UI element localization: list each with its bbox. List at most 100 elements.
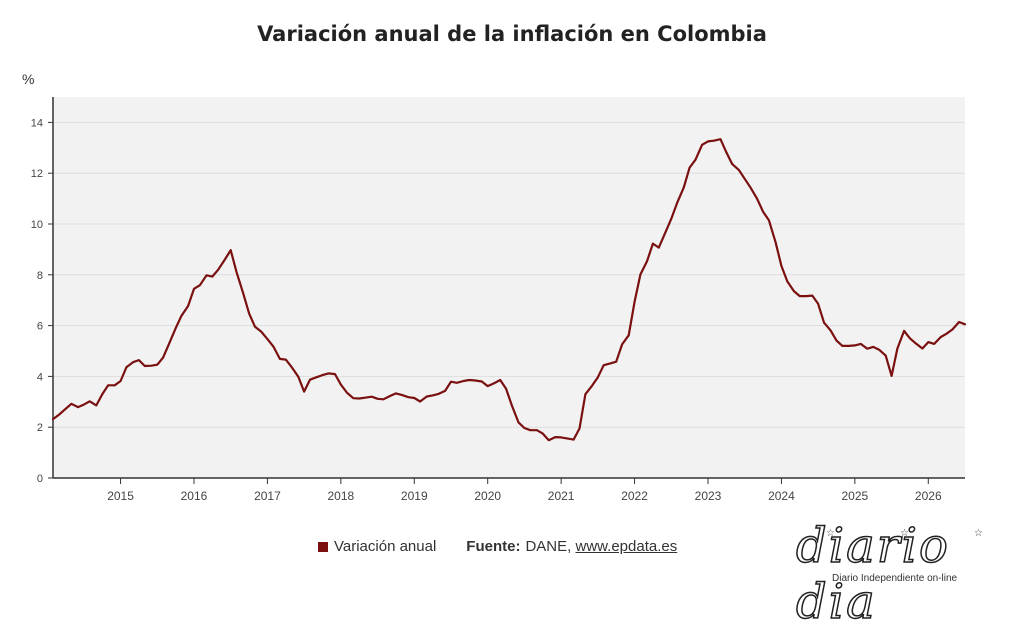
data-point (169, 341, 171, 343)
diario-dia-logo: ☆ ☆ ☆ diario dia Diario Independiente on… (795, 517, 1024, 630)
data-point (554, 436, 557, 438)
data-point (285, 358, 287, 361)
x-tick-label: 2024 (768, 489, 795, 503)
data-point (499, 379, 502, 381)
data-point (602, 364, 605, 367)
data-point (364, 396, 366, 399)
data-point (211, 275, 214, 278)
data-point (633, 300, 636, 303)
data-point (958, 321, 960, 323)
data-point (701, 144, 703, 146)
data-point (731, 163, 733, 165)
data-point (437, 393, 440, 395)
data-point (83, 403, 85, 406)
x-tick-label: 2019 (401, 489, 428, 503)
data-point (817, 303, 819, 305)
data-point (940, 336, 942, 338)
data-point (279, 358, 281, 360)
data-point (462, 380, 465, 382)
data-point (125, 366, 128, 369)
x-tick-label: 2016 (181, 489, 208, 503)
data-point (254, 325, 256, 328)
data-point (407, 396, 410, 399)
source-link[interactable]: www.epdata.es (575, 538, 678, 555)
data-point (95, 404, 98, 407)
data-point (242, 292, 244, 295)
plot-area (53, 97, 965, 478)
data-point (866, 347, 869, 350)
data-point (597, 376, 599, 379)
data-point (738, 169, 740, 171)
star-icon: ☆ (900, 528, 909, 539)
y-tick-label: 6 (37, 321, 43, 333)
data-point (529, 429, 532, 432)
series-line-variacion-anual (51, 138, 967, 442)
data-point (609, 362, 612, 365)
data-point (260, 331, 263, 333)
data-point (401, 394, 403, 396)
data-point (156, 363, 159, 366)
data-point (321, 374, 324, 376)
data-point (694, 158, 697, 161)
data-point (621, 343, 623, 346)
data-point (52, 418, 54, 420)
data-point (835, 339, 838, 342)
x-tick-label: 2022 (621, 489, 648, 503)
data-point (878, 348, 880, 351)
data-point (340, 383, 342, 386)
data-point (413, 397, 416, 399)
data-point (829, 329, 832, 332)
data-point (884, 354, 887, 357)
legend-series-label: Variación anual (334, 538, 437, 555)
data-point (903, 330, 905, 332)
data-point (848, 345, 850, 347)
data-point (646, 260, 648, 263)
data-point (909, 337, 911, 340)
data-point (683, 186, 685, 189)
data-point (345, 391, 348, 394)
data-point (749, 186, 752, 189)
data-point (841, 345, 844, 347)
data-point (572, 438, 575, 441)
data-point (639, 273, 642, 276)
data-point (584, 393, 587, 396)
data-point (266, 338, 269, 340)
data-point (951, 328, 954, 331)
data-point (334, 373, 336, 375)
data-point (431, 394, 434, 397)
data-point (945, 332, 948, 335)
data-point (113, 384, 116, 387)
x-tick-label: 2026 (915, 489, 942, 503)
y-tick-label: 4 (37, 371, 43, 383)
data-point (187, 305, 189, 307)
data-point (964, 323, 966, 326)
y-tick-label: 8 (37, 270, 43, 282)
source-label: Fuente: (466, 538, 521, 555)
data-point (162, 356, 164, 359)
data-point (511, 404, 513, 407)
data-point (811, 294, 814, 297)
data-point (370, 395, 373, 398)
data-point (70, 403, 73, 405)
data-point (132, 361, 134, 364)
data-point (426, 395, 428, 398)
data-point (872, 346, 874, 348)
data-point (376, 398, 379, 400)
data-point (297, 375, 300, 378)
data-point (101, 393, 103, 396)
data-point (725, 151, 728, 154)
data-point (290, 366, 293, 368)
data-point (248, 312, 250, 315)
data-point (468, 379, 471, 381)
data-point (664, 231, 667, 234)
data-point (229, 249, 232, 251)
data-point (309, 378, 311, 381)
data-point (389, 395, 391, 397)
data-point (566, 437, 568, 440)
data-point (58, 413, 61, 416)
data-point (542, 432, 544, 435)
x-tick-label: 2020 (474, 489, 501, 503)
y-tick-label: 2 (37, 422, 43, 434)
data-point (799, 295, 801, 297)
data-point (395, 392, 397, 395)
